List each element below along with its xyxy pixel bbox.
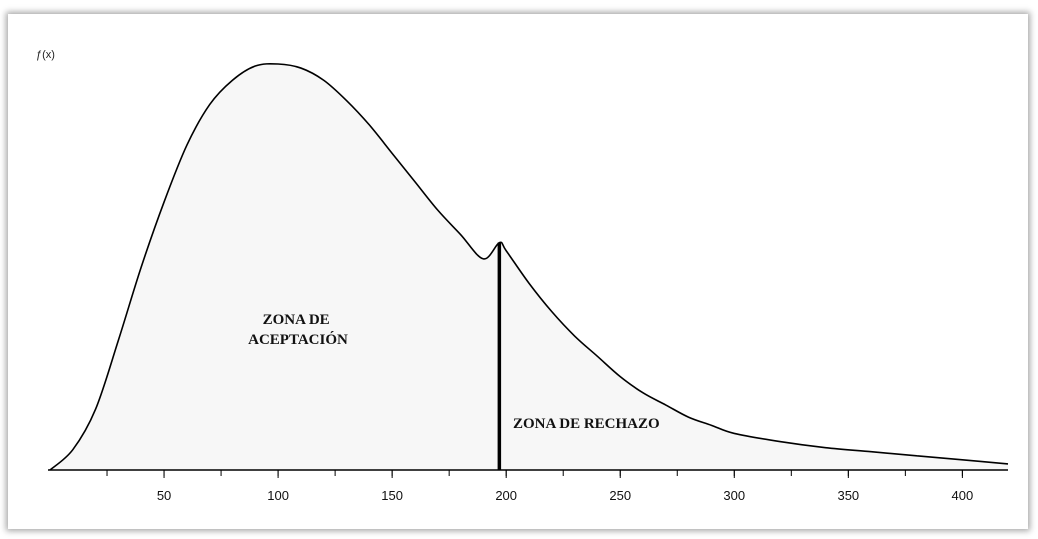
x-tick-label: 150 [381,488,403,503]
x-tick-label: 100 [267,488,289,503]
density-curve [49,62,1009,471]
x-tick-label: 300 [723,488,745,503]
rejection-zone-label: ZONA DE RECHAZO [513,416,660,432]
y-axis-label: ƒ(x) [36,49,55,61]
x-tick-label: 50 [157,488,171,503]
x-major-ticks: 50 100 150 200 250 300 350 400 [157,470,973,503]
x-tick-label: 200 [495,488,517,503]
acceptance-zone-label: ZONA DE ACEPTACIÓN [248,312,348,348]
x-tick-label: 350 [837,488,859,503]
acceptance-area [50,63,1008,470]
x-tick-label: 250 [609,488,631,503]
x-tick-label: 400 [952,488,974,503]
x-minor-ticks [106,470,963,476]
